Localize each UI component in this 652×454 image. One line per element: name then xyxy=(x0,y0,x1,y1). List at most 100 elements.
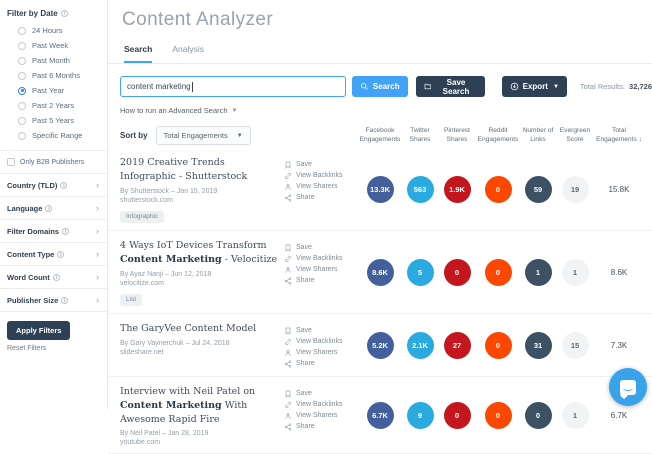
action-view-sharers[interactable]: View Sharers xyxy=(284,181,348,192)
evergreen-stat-circle[interactable]: 1 xyxy=(561,402,589,430)
sort-select[interactable]: Total Engagements ▼ xyxy=(155,126,251,145)
reset-filters-link[interactable]: Reset Filters xyxy=(7,345,47,352)
radio-icon[interactable] xyxy=(18,71,26,80)
search-input[interactable]: content marketing xyxy=(120,76,346,97)
sidebar-section-content-type[interactable]: Content Type i › xyxy=(0,243,107,266)
date-filter-option[interactable]: Past 2 Years xyxy=(0,98,107,113)
result-title[interactable]: The GaryVee Content Model xyxy=(120,322,278,336)
action-share[interactable]: Share xyxy=(284,421,348,432)
result-title[interactable]: Interview with Neil Patel on Content Mar… xyxy=(120,385,278,426)
action-save[interactable]: Save xyxy=(284,159,348,170)
radio-icon[interactable] xyxy=(18,56,26,65)
result-title[interactable]: 4 Ways IoT Devices Transform Content Mar… xyxy=(120,239,278,267)
action-view-backlinks[interactable]: View Backlinks xyxy=(284,336,348,347)
date-filter-option[interactable]: 24 Hours xyxy=(0,23,107,38)
links-stat-circle[interactable]: 0 xyxy=(524,402,552,430)
action-view-sharers[interactable]: View Sharers xyxy=(284,347,348,358)
action-label: Share xyxy=(296,194,315,201)
facebook-stat-circle[interactable]: 6.7K xyxy=(366,402,394,430)
column-header[interactable]: Total Engagements ↓ xyxy=(596,127,642,144)
date-filter-option-label: Past 5 Years xyxy=(32,116,75,125)
advanced-search-link[interactable]: How to run an Advanced Search ▼ xyxy=(108,97,652,115)
pinterest-stat-circle[interactable]: 0 xyxy=(443,402,471,430)
b2b-publishers-checkbox-row[interactable]: Only B2B Publishers xyxy=(0,150,107,174)
date-filter-option[interactable]: Past Week xyxy=(0,38,107,53)
action-view-backlinks[interactable]: View Backlinks xyxy=(284,253,348,264)
column-header: Facebook Engagements xyxy=(359,127,401,144)
search-button[interactable]: Search xyxy=(351,76,408,97)
radio-icon[interactable] xyxy=(18,131,26,140)
result-row: The GaryVee Content Model By Gary Vayner… xyxy=(108,314,652,378)
action-save[interactable]: Save xyxy=(284,242,348,253)
facebook-stat-circle[interactable]: 5.2K xyxy=(366,332,394,360)
action-share[interactable]: Share xyxy=(284,358,348,369)
action-save[interactable]: Save xyxy=(284,388,348,399)
sidebar-section-country-tld[interactable]: Country (TLD) i › xyxy=(0,174,107,197)
pinterest-stat-circle[interactable]: 1.9K xyxy=(443,176,471,204)
sharers-icon xyxy=(285,266,291,273)
chevron-down-icon: ▼ xyxy=(231,107,238,114)
backlink-icon xyxy=(285,255,291,262)
chevron-down-icon: ▼ xyxy=(552,83,559,90)
action-view-sharers[interactable]: View Sharers xyxy=(284,410,348,421)
action-share[interactable]: Share xyxy=(284,192,348,203)
sidebar-section-filter-domains[interactable]: Filter Domains i › xyxy=(0,220,107,243)
facebook-stat-circle[interactable]: 13.3K xyxy=(366,176,394,204)
save-search-button[interactable]: Save Search xyxy=(415,76,485,97)
tab-search[interactable]: Search xyxy=(124,44,153,63)
action-save[interactable]: Save xyxy=(284,325,348,336)
result-byline: By Neil Patel – Jan 28, 2019 xyxy=(120,430,209,438)
stat-cell-reddit: 0 xyxy=(476,402,520,430)
twitter-stat-circle[interactable]: 2.1K xyxy=(406,332,434,360)
date-filter-option[interactable]: Past 5 Years xyxy=(0,113,107,128)
twitter-stat-circle[interactable]: 5 xyxy=(406,259,434,287)
result-actions: Save View Backlinks View Sharers Share xyxy=(284,322,348,369)
reddit-stat-circle[interactable]: 0 xyxy=(484,402,512,430)
twitter-stat-circle[interactable]: 563 xyxy=(406,176,434,204)
evergreen-stat-circle[interactable]: 15 xyxy=(561,332,589,360)
radio-icon[interactable] xyxy=(18,41,26,50)
apply-filters-button[interactable]: Apply Filters xyxy=(7,321,71,340)
pinterest-stat-circle[interactable]: 27 xyxy=(443,332,471,360)
info-icon: i xyxy=(45,204,53,212)
date-filter-option[interactable]: Past Month xyxy=(0,53,107,68)
tab-analysis[interactable]: Analysis xyxy=(172,44,205,54)
date-filter-option[interactable]: Specific Range xyxy=(0,128,107,143)
radio-icon[interactable] xyxy=(18,26,26,35)
evergreen-stat-circle[interactable]: 1 xyxy=(561,259,589,287)
date-filter-option[interactable]: Past 6 Months xyxy=(0,68,107,83)
sidebar-section-language[interactable]: Language i › xyxy=(0,197,107,220)
action-label: Save xyxy=(296,244,312,252)
reddit-stat-circle[interactable]: 0 xyxy=(484,259,512,287)
action-view-backlinks[interactable]: View Backlinks xyxy=(284,170,348,181)
export-button[interactable]: Export ▼ xyxy=(501,76,567,97)
checkbox-icon[interactable] xyxy=(7,158,15,166)
twitter-stat-circle[interactable]: 9 xyxy=(406,402,434,430)
total-results-label: Total Results: xyxy=(579,82,625,91)
reddit-stat-circle[interactable]: 0 xyxy=(484,332,512,360)
action-view-sharers[interactable]: View Sharers xyxy=(284,264,348,275)
sidebar-section-word-count[interactable]: Word Count i › xyxy=(0,266,107,289)
links-stat-circle[interactable]: 59 xyxy=(524,176,552,204)
links-stat-circle[interactable]: 31 xyxy=(524,332,552,360)
share-icon xyxy=(284,277,292,285)
action-label: Save xyxy=(296,327,312,335)
radio-icon[interactable] xyxy=(18,86,26,95)
chat-launcher-button[interactable] xyxy=(609,368,647,406)
action-share[interactable]: Share xyxy=(284,275,348,286)
evergreen-stat-circle[interactable]: 19 xyxy=(561,176,589,204)
reddit-stat-circle[interactable]: 0 xyxy=(484,176,512,204)
sidebar-section-publisher-size[interactable]: Publisher Size i › xyxy=(0,289,107,312)
facebook-stat-circle[interactable]: 8.6K xyxy=(366,259,394,287)
stat-cell-twitter: 5 xyxy=(402,259,438,287)
radio-icon[interactable] xyxy=(18,101,26,110)
result-title[interactable]: 2019 Creative Trends Infographic - Shutt… xyxy=(120,156,278,184)
radio-icon[interactable] xyxy=(18,116,26,125)
links-stat-circle[interactable]: 1 xyxy=(524,259,552,287)
action-view-backlinks[interactable]: View Backlinks xyxy=(284,399,348,410)
date-filter-option[interactable]: Past Year xyxy=(0,83,107,98)
column-header: Number of Links xyxy=(522,127,554,144)
result-tag-badge: List xyxy=(120,293,143,306)
stat-cell-evergreen: 1 xyxy=(556,402,594,430)
pinterest-stat-circle[interactable]: 0 xyxy=(443,259,471,287)
